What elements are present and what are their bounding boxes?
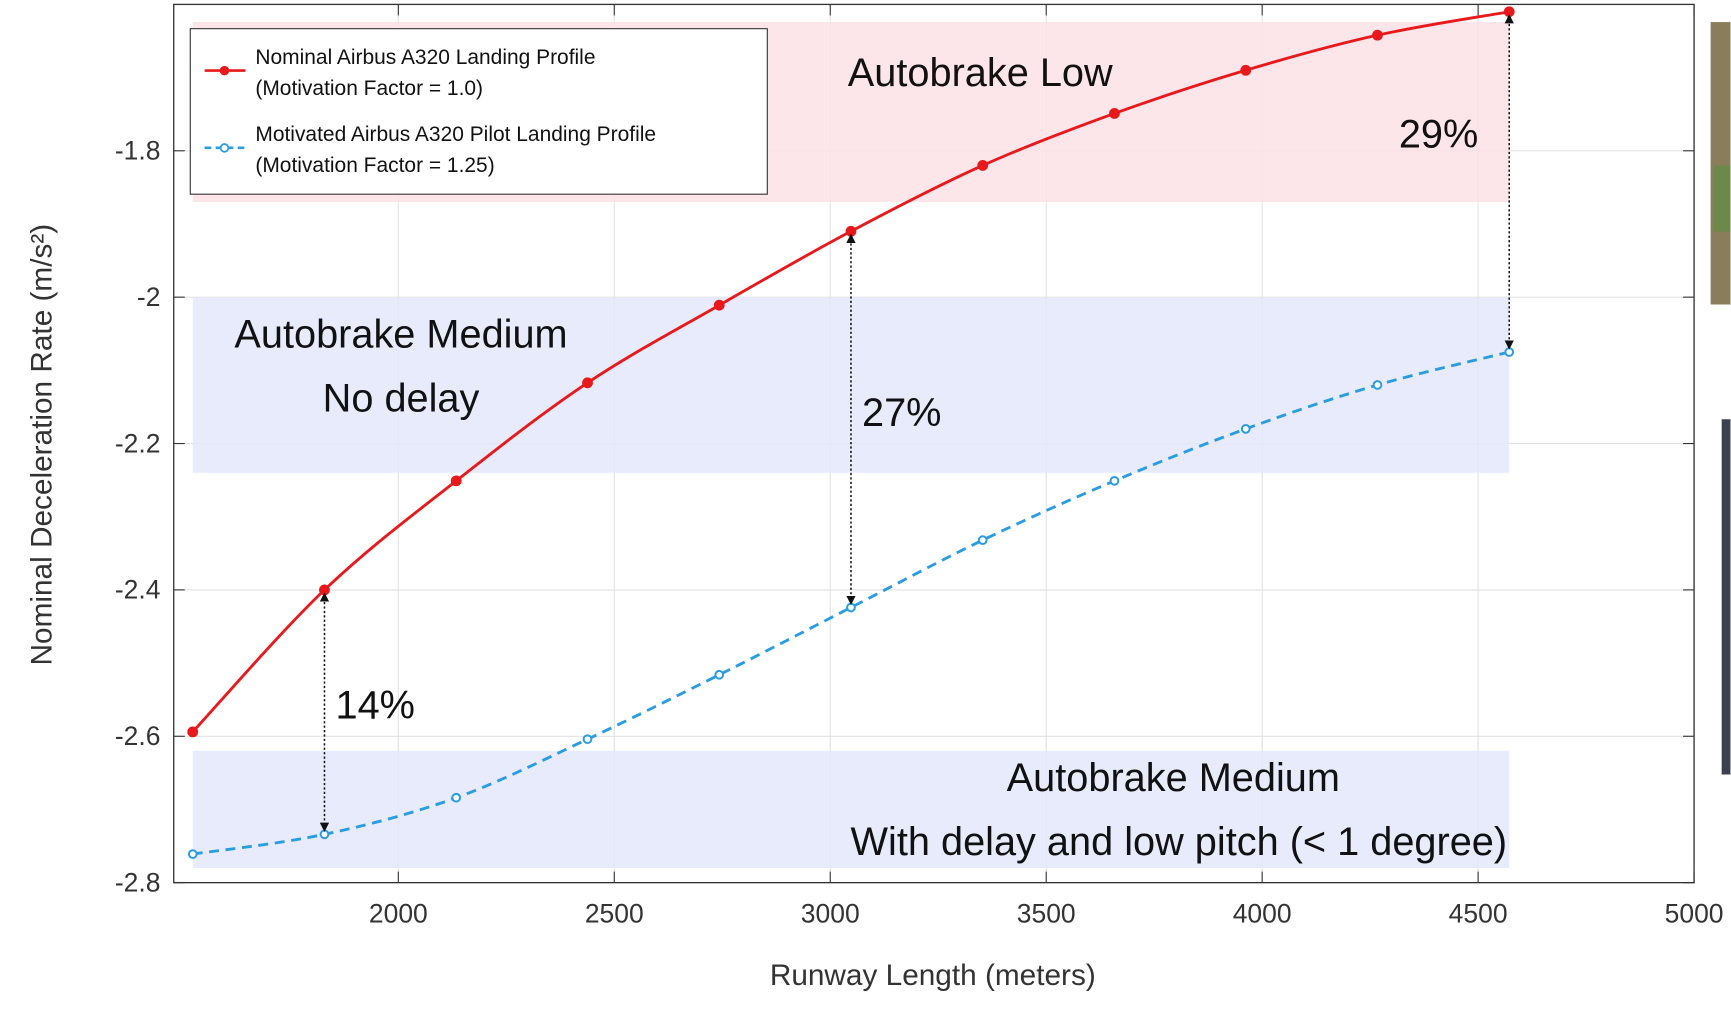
x-tick-label: 4000 [1233,898,1292,928]
x-tick-label: 3000 [801,898,860,928]
data-point [978,161,987,170]
data-point [452,794,460,802]
region-label: With delay and low pitch (< 1 degree) [851,820,1508,864]
data-point [715,671,723,679]
legend: Nominal Airbus A320 Landing Profile(Moti… [190,29,767,194]
data-point [1374,381,1382,389]
data-point [583,378,592,387]
data-point [584,735,592,743]
cropped-photo [1711,22,1731,304]
data-point [1505,348,1513,356]
region-label: Autobrake Medium [234,313,567,357]
x-axis-label: Runway Length (meters) [770,959,1096,992]
data-point [1111,477,1119,485]
difference-label: 14% [336,684,415,728]
chart: Runway Length (meters) Nominal Decelerat… [0,0,1731,1004]
data-point [188,727,197,736]
cropped-photo [1722,419,1731,774]
data-point [979,536,987,544]
data-point [321,830,329,838]
data-point [847,604,855,612]
data-point [1505,7,1514,16]
y-tick-label: -2.6 [115,721,161,751]
difference-label: 27% [862,391,941,435]
cropped-photo-detail [1714,165,1731,231]
data-point [715,301,724,310]
data-point [189,850,197,858]
legend-marker [221,144,229,152]
region-label: Autobrake Low [848,51,1113,95]
y-tick-label: -2 [137,282,161,312]
data-point [1110,109,1119,118]
data-point [847,227,856,236]
page: {"chart_data":{"type":"line", "xlabel":"… [0,0,1731,1009]
x-tick-label: 3500 [1017,898,1076,928]
data-point [1373,31,1382,40]
x-tick-label: 2500 [585,898,644,928]
x-tick-label: 2000 [369,898,428,928]
data-point [320,585,329,594]
region-label: Autobrake Medium [1007,756,1340,800]
data-point [1242,425,1250,433]
x-tick-label: 4500 [1449,898,1508,928]
y-tick-label: -2.2 [115,428,161,458]
x-tick-label: 5000 [1665,898,1724,928]
y-axis-label: Nominal Deceleration Rate (m/s²) [25,224,58,666]
y-tick-label: -2.4 [115,575,161,605]
difference-label: 29% [1399,113,1478,157]
data-point [452,476,461,485]
region-label: No delay [323,377,480,421]
legend-marker [221,67,229,75]
data-point [1241,66,1250,75]
y-tick-label: -2.8 [115,867,161,897]
y-tick-label: -1.8 [115,136,161,166]
